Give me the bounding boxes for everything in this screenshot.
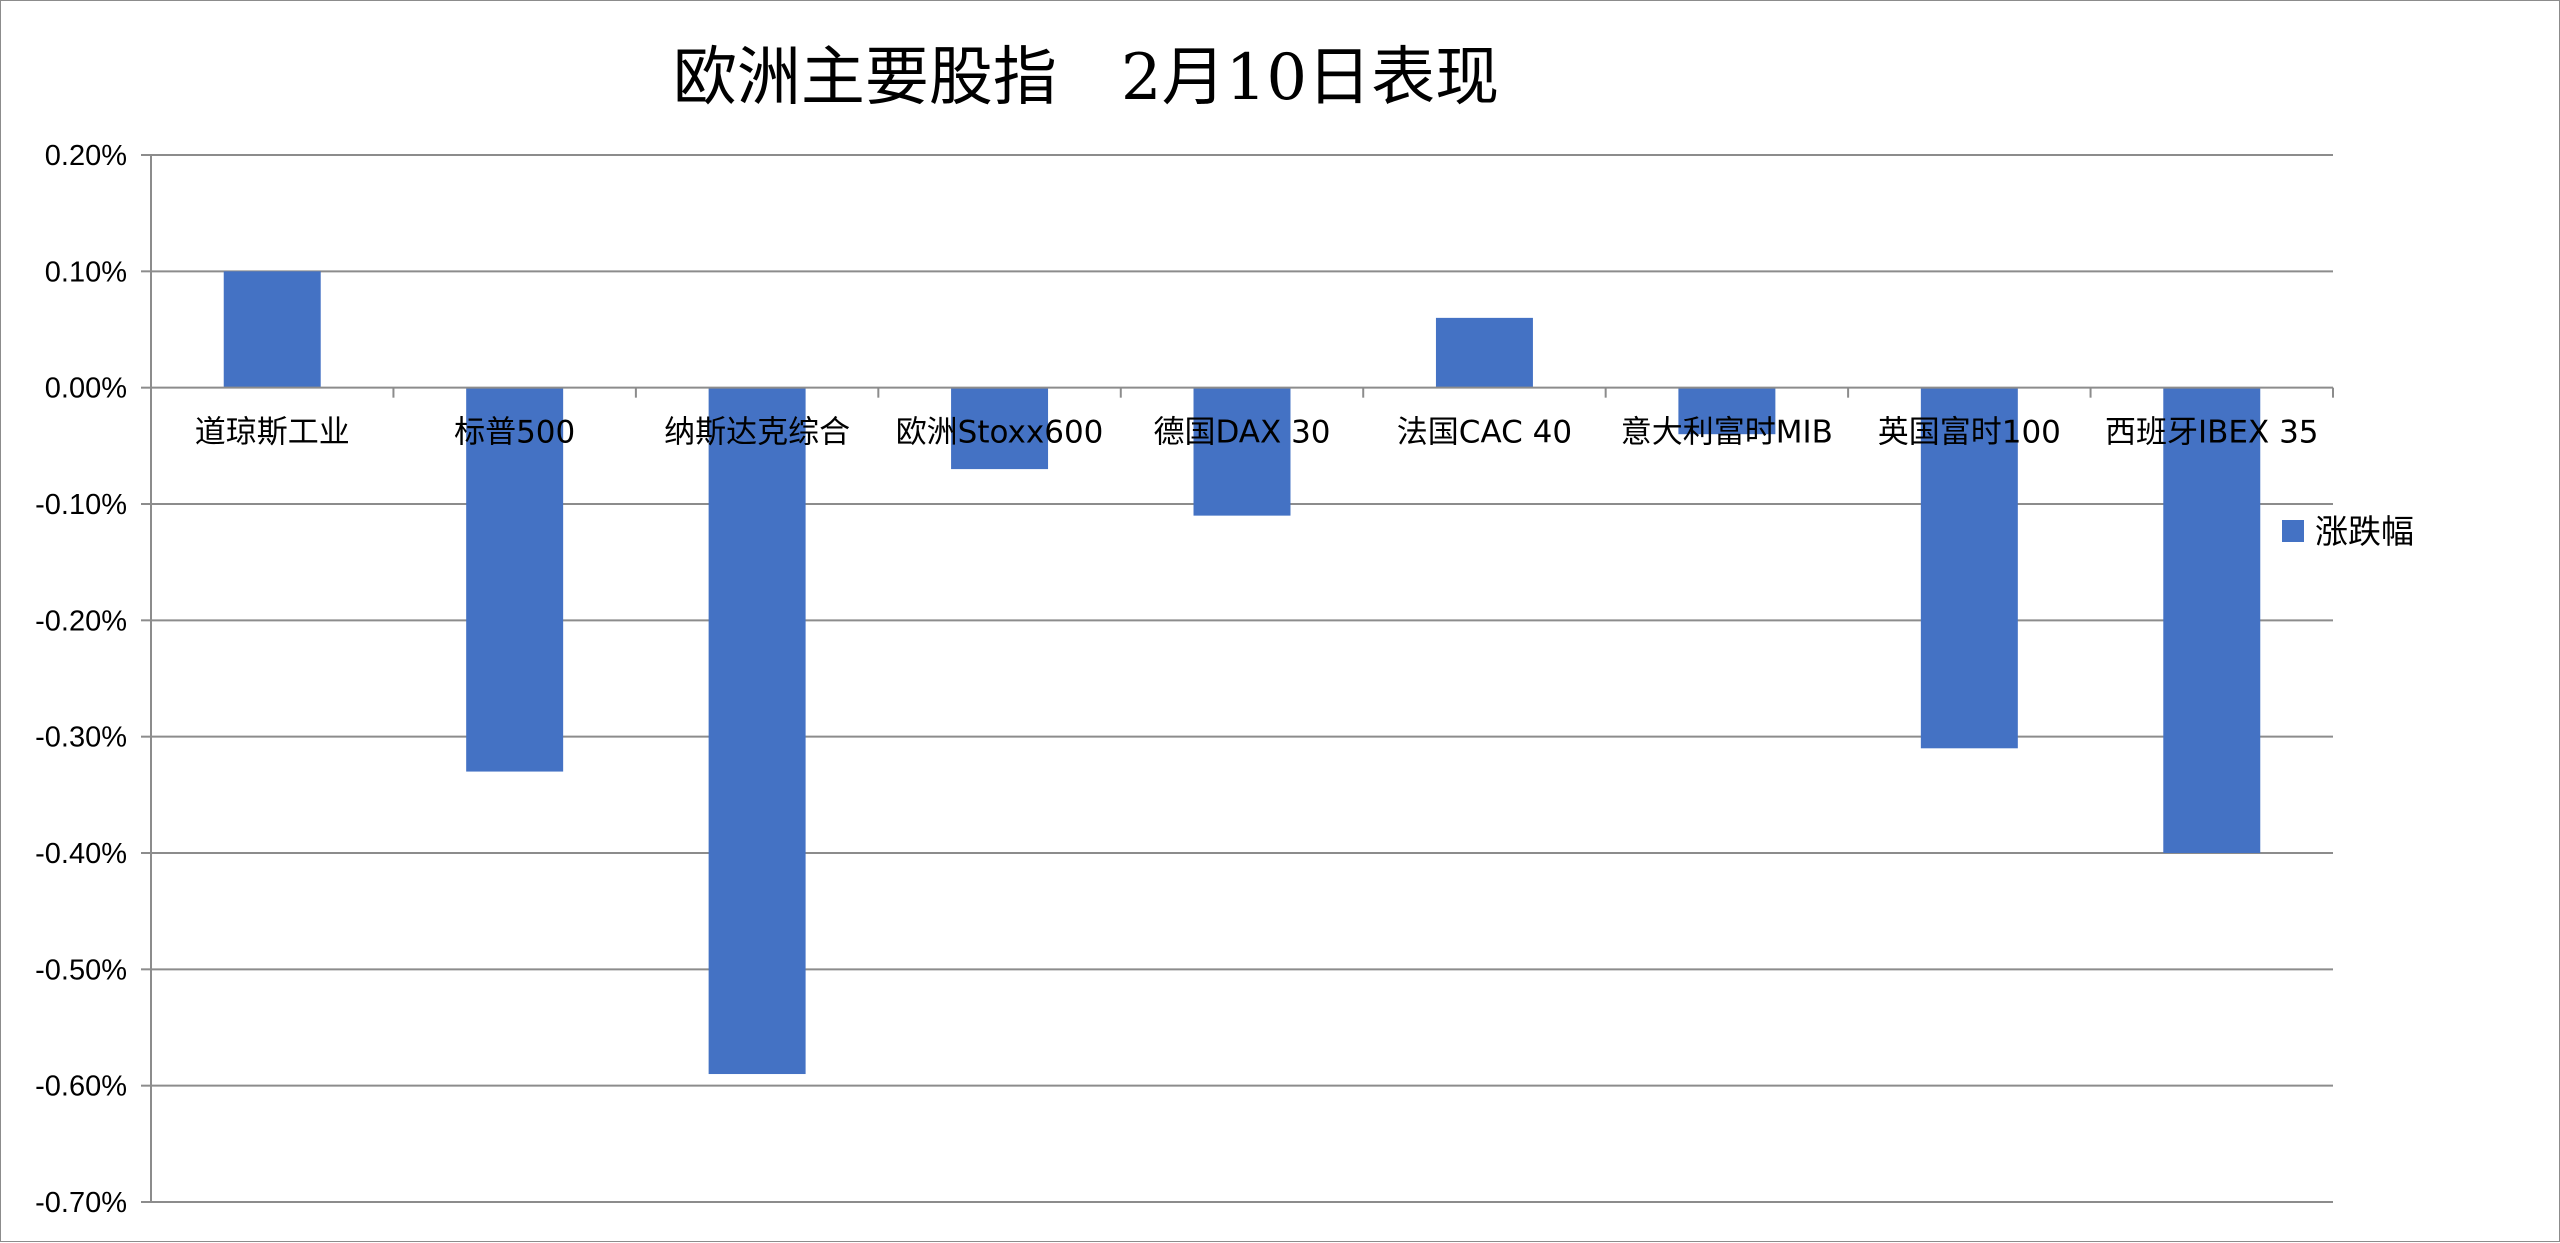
y-tick-label: -0.20% [35, 605, 127, 637]
category-label: 欧洲Stoxx600 [896, 415, 1104, 451]
category-label: 道琼斯工业 [195, 415, 350, 451]
category-label: 德国DAX 30 [1153, 415, 1330, 451]
bar [1435, 317, 1533, 388]
y-tick-label: 0.10% [45, 256, 127, 288]
category-label: 西班牙IBEX 35 [2105, 415, 2319, 451]
chart-title: 欧洲主要股指 2月10日表现 [673, 41, 1499, 115]
category-label: 英国富时100 [1878, 415, 2061, 451]
y-axis-ticks: 0.20% 0.10% 0.00% -0.10% -0.20% -0.30% -0.40% -… [35, 140, 151, 1219]
category-label: 法国CAC 40 [1397, 415, 1572, 451]
bar [1678, 387, 1776, 435]
y-tick-label: -0.10% [35, 489, 127, 521]
bar [951, 387, 1049, 470]
bar [1920, 387, 2018, 749]
category-labels: 道琼斯工业 标普500 纳斯达克综合 欧洲Stoxx600 德国DAX 30 法国CAC … [195, 415, 2319, 451]
axes [150, 155, 2334, 1202]
y-tick-label: -0.50% [35, 954, 127, 986]
bar [2163, 387, 2261, 853]
bar [466, 387, 564, 772]
y-tick-label: -0.30% [35, 722, 127, 754]
legend-swatch [2282, 520, 2304, 542]
category-label: 纳斯达克综合 [664, 415, 850, 451]
y-tick-label: 0.00% [45, 373, 127, 405]
y-tick-label: -0.70% [35, 1187, 127, 1219]
category-label: 标普500 [454, 415, 575, 451]
legend-label: 涨跌幅 [2315, 512, 2414, 551]
bars [223, 271, 2261, 1075]
y-tick-label: -0.60% [35, 1071, 127, 1103]
bar [708, 387, 806, 1075]
bar [1193, 387, 1291, 516]
category-label: 意大利富时MIB [1621, 415, 1833, 451]
legend: 涨跌幅 [2282, 512, 2414, 551]
bar [223, 271, 321, 388]
y-tick-label: 0.20% [45, 140, 127, 172]
y-tick-label: -0.40% [35, 838, 127, 870]
